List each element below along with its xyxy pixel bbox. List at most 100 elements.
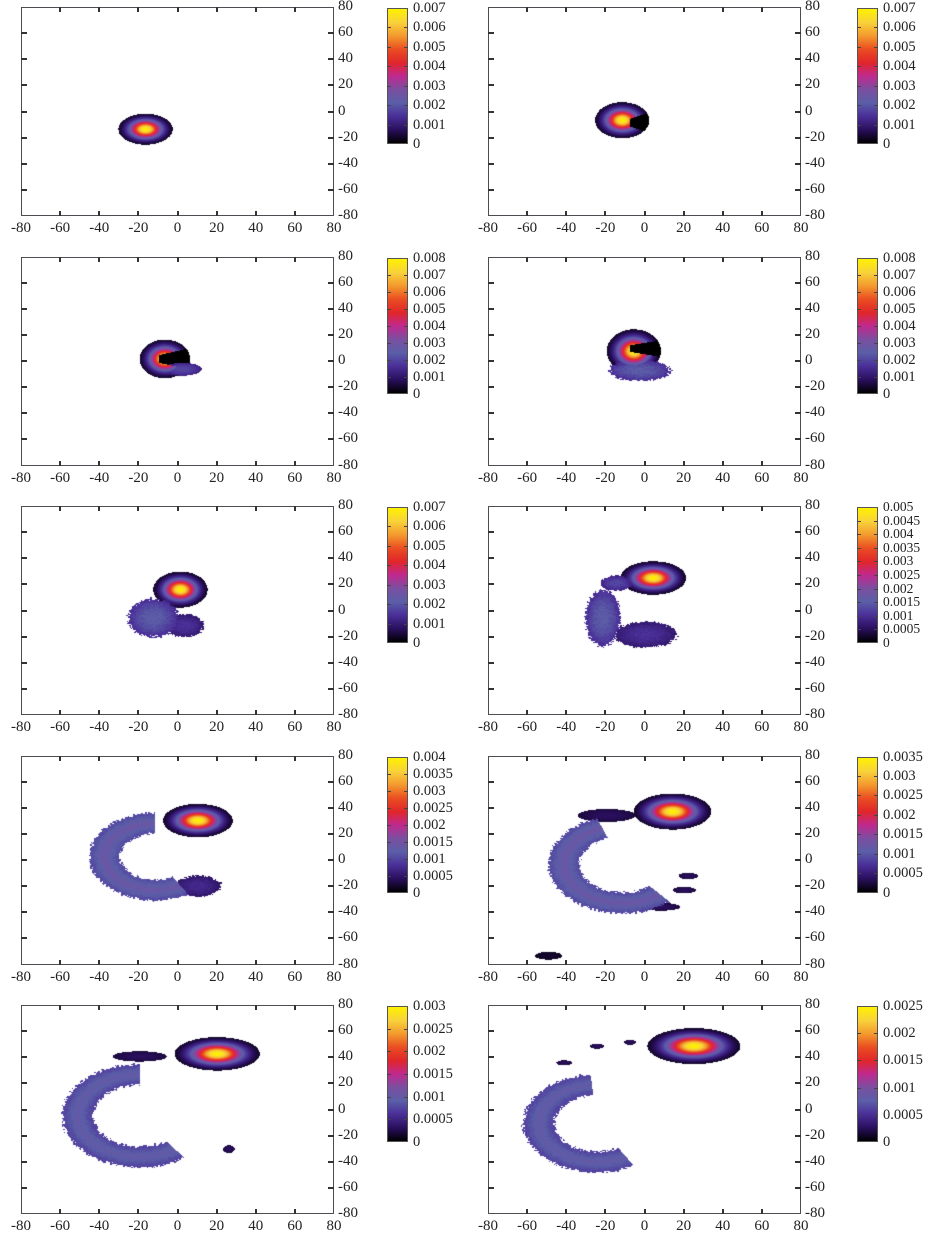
y-tick-label: 80	[805, 746, 820, 763]
x-tick-mark	[176, 1209, 179, 1214]
x-tick-mark	[215, 710, 218, 715]
x-tick-mark	[215, 755, 218, 761]
colorbar-tick-mark	[387, 790, 391, 792]
colorbar-tick-mark	[874, 27, 878, 29]
y-tick-label: -60	[805, 430, 825, 447]
x-tick-label: -40	[89, 968, 110, 985]
colorbar-tick-label: 0.001	[883, 845, 916, 862]
x-tick-mark	[293, 710, 296, 715]
colorbar-tick-mark	[387, 274, 391, 276]
y-tick-label: 40	[338, 798, 353, 815]
y-tick-mark	[21, 360, 27, 362]
x-tick-mark	[215, 460, 218, 466]
y-tick-label: -40	[338, 154, 358, 171]
x-tick-mark	[604, 710, 607, 715]
colorbar-tick-mark	[404, 124, 408, 126]
colorbar-tick-label: 0.0025	[883, 998, 923, 1014]
x-tick-mark	[604, 211, 607, 216]
x-tick-mark	[721, 959, 724, 965]
y-tick-mark	[328, 859, 334, 861]
y-tick-label: -40	[805, 404, 825, 421]
colorbar-tick-label: 0.0015	[883, 826, 923, 843]
x-tick-label: 40	[248, 220, 264, 236]
y-tick-label: -80	[338, 1205, 358, 1221]
x-tick-mark	[215, 959, 218, 965]
colorbar-tick-mark	[387, 604, 391, 606]
colorbar-tick-mark	[857, 46, 861, 48]
y-tick-label: -60	[805, 180, 825, 197]
y-tick-label: -20	[338, 877, 358, 894]
colorbar-tick-mark	[404, 1051, 408, 1053]
x-tick-mark	[526, 755, 529, 761]
x-tick-label: 0	[640, 1218, 649, 1234]
y-tick-mark	[795, 1030, 801, 1033]
x-tick-label: -20	[128, 469, 149, 486]
x-tick-mark	[682, 211, 685, 216]
y-tick-mark	[795, 885, 801, 888]
x-tick-mark	[254, 755, 257, 761]
x-tick-label: -80	[11, 1218, 31, 1234]
colorbar-tick-label: 0.0035	[413, 765, 453, 782]
y-tick-mark	[795, 136, 801, 139]
x-tick-label: -20	[595, 220, 616, 236]
y-tick-mark	[488, 859, 494, 861]
colorbar-tick-label: 0.002	[413, 97, 446, 114]
colorbar-tick-label: 0.008	[883, 249, 916, 266]
x-tick-mark	[721, 506, 724, 511]
x-tick-label: -60	[517, 469, 538, 486]
x-tick-label: -60	[50, 719, 71, 735]
x-tick-mark	[643, 959, 646, 965]
x-tick-mark	[176, 506, 179, 511]
density-panel-7: -80 -60 -40 -20 0 20 40 60 80 80 60 40 20 0 -20 -40 -60 -…	[0, 747, 469, 998]
x-tick-label: -60	[50, 220, 71, 236]
colorbar-tick-mark	[874, 629, 878, 631]
y-tick-label: -40	[805, 1152, 825, 1169]
y-tick-label: 60	[805, 273, 820, 290]
x-tick-mark	[565, 755, 568, 761]
colorbar-tick-mark	[387, 565, 391, 567]
x-tick-label: 20	[676, 1218, 692, 1234]
y-tick-mark	[328, 386, 334, 389]
y-tick-label: -20	[805, 877, 825, 894]
y-tick-label: -60	[338, 180, 358, 197]
x-tick-mark	[254, 256, 257, 262]
x-tick-mark	[526, 256, 529, 262]
y-tick-mark	[795, 188, 801, 191]
colorbar-tick-mark	[857, 775, 861, 777]
y-tick-mark	[328, 58, 334, 61]
y-tick-label: -80	[805, 1205, 825, 1221]
x-tick-label: -80	[478, 469, 498, 486]
density-map	[489, 507, 800, 714]
colorbar-tick-mark	[874, 359, 878, 361]
colorbar-tick-label: 0.0005	[883, 621, 921, 637]
density-panel-5: -80 -60 -40 -20 0 20 40 60 80 80 60 40 20 0 -20 -40 -60 -…	[0, 498, 469, 748]
y-tick-mark	[328, 1082, 334, 1085]
y-tick-label: -20	[805, 378, 825, 395]
colorbar-tick-label: 0.003	[883, 767, 916, 784]
x-tick-mark	[721, 211, 724, 216]
y-tick-mark	[488, 307, 494, 310]
colorbar-tick-mark	[857, 814, 861, 816]
colorbar-tick-label: 0.006	[883, 19, 916, 36]
y-tick-mark	[795, 531, 801, 534]
y-tick-mark	[328, 438, 334, 441]
x-tick-mark	[98, 506, 101, 511]
colorbar-tick-mark	[857, 66, 861, 68]
x-tick-mark	[760, 460, 763, 466]
y-tick-label: 20	[805, 575, 820, 592]
density-map	[489, 258, 800, 464]
density-panel-8: -80 -60 -40 -20 0 20 40 60 80 80 60 40 20 0 -20 -40 -60 -…	[469, 746, 938, 998]
colorbar-tick-mark	[404, 85, 408, 87]
plot-area	[488, 506, 801, 715]
x-tick-mark	[682, 1005, 685, 1010]
colorbar-tick-mark	[857, 274, 861, 276]
x-tick-label: -20	[595, 719, 616, 735]
x-tick-mark	[215, 1005, 218, 1010]
y-tick-mark	[488, 136, 494, 139]
x-tick-mark	[565, 211, 568, 216]
colorbar-tick-label: 0.004	[883, 317, 916, 334]
colorbar-tick-mark	[404, 841, 408, 843]
y-tick-mark	[795, 661, 801, 664]
colorbar-tick-mark	[387, 342, 391, 344]
y-tick-mark	[21, 438, 27, 441]
